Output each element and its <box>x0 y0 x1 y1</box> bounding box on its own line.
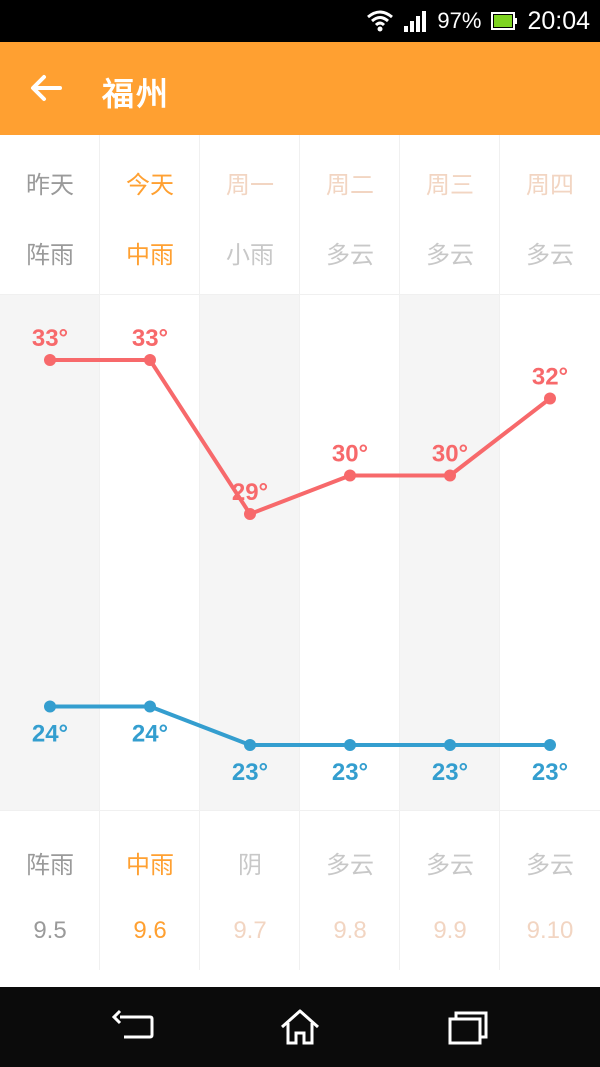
weather-day: 多云 <box>426 241 474 269</box>
weather-night: 多云 <box>526 851 574 879</box>
low-temp-label: 23° <box>332 759 368 786</box>
weather-night: 多云 <box>326 851 374 879</box>
low-temp-label: 24° <box>132 721 168 748</box>
low-temp-label: 23° <box>432 759 468 786</box>
high-temp-label: 30° <box>432 441 468 468</box>
date-label: 9.8 <box>333 917 367 944</box>
divider <box>199 135 200 970</box>
divider <box>0 294 600 295</box>
battery-percent: 97% <box>437 8 482 33</box>
high-temp-label: 32° <box>532 364 568 391</box>
shade-col-0 <box>0 295 100 810</box>
low-temp-line <box>50 704 550 747</box>
clock: 20:04 <box>527 6 590 35</box>
weather-night: 阴 <box>238 851 262 879</box>
high-temp-label: 29° <box>232 479 268 506</box>
high-temp-point <box>444 469 456 482</box>
recents-icon[interactable] <box>446 1007 490 1047</box>
weather-night: 阵雨 <box>26 851 74 879</box>
low-temp-point <box>544 739 556 751</box>
divider <box>499 135 500 970</box>
forecast-grid: 昨天 今天 周一 周二 周三 周四 阵雨 中雨 小雨 多云 多云 多云 阵雨 中… <box>0 135 600 970</box>
day-label: 昨天 <box>26 171 74 199</box>
date-label: 9.5 <box>33 917 67 944</box>
low-temp-label: 23° <box>532 759 568 786</box>
high-temp-point <box>44 354 56 366</box>
day-label: 今天 <box>126 171 174 199</box>
low-temp-point <box>344 739 356 751</box>
high-temp-point <box>544 392 556 405</box>
date-label: 9.9 <box>433 917 467 944</box>
divider <box>399 135 400 970</box>
weather-night: 中雨 <box>126 851 174 879</box>
high-temp-label: 33° <box>32 325 68 352</box>
weather-day: 多云 <box>526 241 574 269</box>
high-temp-point <box>344 469 356 482</box>
battery-icon <box>491 12 518 30</box>
status-bar: 97% 20:04 <box>0 0 600 42</box>
low-temp-point <box>244 739 256 751</box>
low-temp-label: 23° <box>232 759 268 786</box>
day-label: 周三 <box>426 171 474 199</box>
status-icons: 97% 20:04 <box>367 0 590 42</box>
app-bar: 福州 <box>0 42 600 135</box>
high-temp-point <box>244 508 256 520</box>
weather-day: 阵雨 <box>26 241 74 269</box>
temperature-chart: 33° 33° 29° 30° 30° 32° 24° 24° 23° 23° 23° 23° <box>32 325 568 786</box>
low-temp-point <box>44 700 56 713</box>
home-icon[interactable] <box>278 1007 322 1047</box>
low-temp-point <box>144 700 156 713</box>
divider <box>0 810 600 811</box>
low-temp-point <box>444 739 456 751</box>
day-label: 周二 <box>326 171 374 199</box>
back-icon[interactable] <box>110 1007 154 1047</box>
high-temp-line <box>50 358 552 516</box>
weather-night: 多云 <box>426 851 474 879</box>
wifi-icon <box>367 10 394 32</box>
day-label: 周一 <box>226 171 274 199</box>
back-arrow-icon[interactable] <box>28 70 64 106</box>
divider <box>99 135 100 970</box>
high-temp-label: 30° <box>332 441 368 468</box>
low-temp-label: 24° <box>32 721 68 748</box>
weather-day: 多云 <box>326 241 374 269</box>
weather-day: 小雨 <box>226 241 274 269</box>
high-temp-label: 33° <box>132 325 168 352</box>
navigation-bar <box>0 987 600 1067</box>
day-label: 周四 <box>526 171 574 199</box>
weather-day: 中雨 <box>126 241 174 269</box>
signal-icon <box>404 11 427 32</box>
date-label: 9.10 <box>526 917 574 944</box>
date-label: 9.7 <box>233 917 267 944</box>
page-title: 福州 <box>102 75 171 113</box>
divider <box>299 135 300 970</box>
shade-col-4 <box>400 295 500 810</box>
shade-col-2 <box>200 295 300 810</box>
high-temp-point <box>144 354 156 366</box>
date-label: 9.6 <box>133 917 167 944</box>
